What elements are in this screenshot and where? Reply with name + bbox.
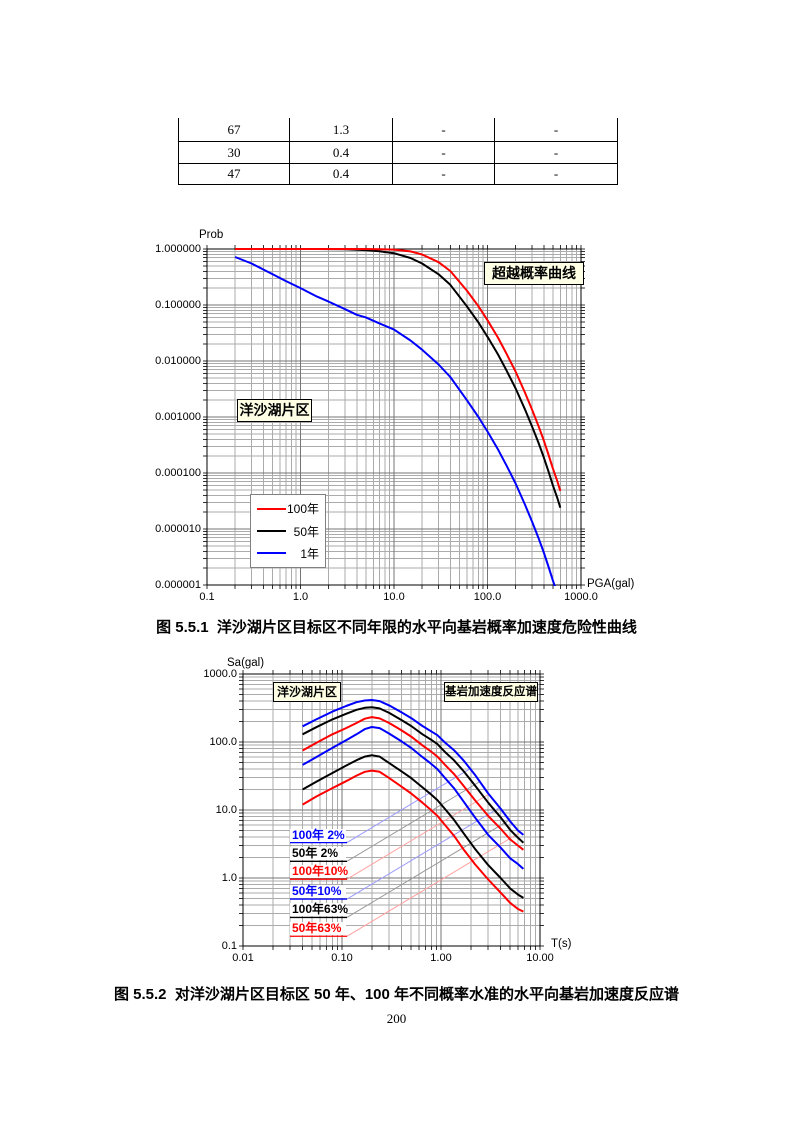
fig1-y-axis-title: Prob bbox=[199, 229, 224, 241]
fig1-y-tick-label: 0.000010 bbox=[155, 523, 201, 535]
fig2-curve-50年 2% bbox=[302, 706, 525, 844]
fig1-x-axis-title: PGA(gal) bbox=[587, 578, 635, 590]
fig2-leader-line bbox=[346, 767, 472, 843]
fig1-annotation-left: 洋沙湖片区 bbox=[237, 399, 312, 422]
fig2-y-axis-title: Sa(gal) bbox=[227, 657, 265, 669]
fig1-curve-1年 bbox=[234, 256, 556, 586]
fig2-leader-line bbox=[346, 831, 522, 937]
fig1-x-tick-label: 10.0 bbox=[383, 591, 405, 603]
fig1-legend-item: 50年 bbox=[251, 523, 325, 540]
table-cell: 67 bbox=[178, 118, 290, 142]
data-table: 67 1.3- -30 0.4- -47 0.4- - bbox=[178, 118, 618, 185]
fig1-annotation-right: 超越概率曲线 bbox=[484, 262, 584, 285]
fig2-curve-50年10% bbox=[302, 726, 525, 870]
fig2-x-tick-label: 0.01 bbox=[232, 952, 254, 964]
fig1-x-tick-label: 1.0 bbox=[292, 591, 309, 603]
fig1-x-tick-label: 100.0 bbox=[473, 591, 502, 603]
fig2-annotation-right: 基岩加速度反应谱 bbox=[444, 682, 538, 702]
fig2-caption: 图 5.5.2 对洋沙湖片区目标区 50 年、100 年不同概率水准的水平向基岩… bbox=[113, 986, 680, 1003]
table-cell: - bbox=[392, 141, 495, 164]
fig2-legend-item: 100年10% bbox=[290, 864, 349, 879]
fig2-curve-100年63% bbox=[302, 754, 524, 899]
legend-line-sample bbox=[257, 507, 286, 510]
fig2-leader-line bbox=[346, 819, 511, 918]
page-number: 200 bbox=[386, 1011, 407, 1026]
fig2-curve-100年 2% bbox=[302, 699, 525, 836]
fig2-curve-100年10% bbox=[302, 716, 525, 851]
fig1-legend: 100年 50年 1年 bbox=[250, 494, 326, 568]
fig1-curve-100年 bbox=[235, 248, 562, 492]
fig2-y-tick-label: 1000.0 bbox=[203, 668, 237, 680]
fig1-x-tick-label: 1000.0 bbox=[564, 591, 598, 603]
table-cell: - bbox=[392, 118, 495, 142]
table-row: 67 1.3- - bbox=[178, 118, 618, 142]
fig1-y-tick-label: 1.000000 bbox=[155, 243, 201, 255]
fig2-x-axis-title: T(s) bbox=[551, 938, 572, 950]
table-cell: 0.4 bbox=[289, 163, 393, 185]
fig2-leader-line bbox=[346, 793, 490, 880]
fig2-x-tick-label: 10.00 bbox=[526, 952, 554, 964]
table-cell: 1.3 bbox=[289, 118, 393, 142]
table-cell: - bbox=[494, 118, 618, 142]
table-cell: - bbox=[494, 141, 618, 164]
fig2-y-tick-label: 0.1 bbox=[221, 940, 237, 952]
fig2-y-tick-label: 1.0 bbox=[221, 872, 237, 884]
table-cell: 30 bbox=[178, 141, 290, 164]
fig2-legend-item: 50年10% bbox=[290, 885, 346, 899]
fig2-legend-item: 50年63% bbox=[290, 922, 346, 936]
fig1-y-tick-label: 0.010000 bbox=[155, 355, 201, 367]
fig1-legend-item: 1年 bbox=[251, 545, 325, 562]
fig2-annotation-left: 洋沙湖片区 bbox=[273, 682, 341, 702]
fig1-x-tick-label: 0.1 bbox=[199, 591, 215, 603]
fig2-x-tick-label: 1.00 bbox=[430, 952, 452, 964]
fig1-y-tick-label: 0.001000 bbox=[155, 411, 201, 423]
fig2-leader-line bbox=[346, 806, 501, 900]
fig2-x-tick-label: 0.10 bbox=[331, 952, 353, 964]
table-cell: 47 bbox=[178, 163, 290, 185]
legend-label: 1年 bbox=[300, 546, 319, 561]
fig2-y-tick-label: 10.0 bbox=[215, 804, 237, 816]
legend-line-sample bbox=[257, 530, 286, 532]
fig2-legend-item: 100年 2% bbox=[290, 827, 346, 842]
fig2-legend-item: 100年63% bbox=[290, 902, 349, 917]
fig1-legend-item: 100年 bbox=[251, 500, 325, 517]
fig1-y-tick-label: 0.100000 bbox=[155, 299, 201, 311]
fig2-y-tick-label: 100.0 bbox=[209, 736, 237, 748]
table-cell: - bbox=[392, 163, 495, 185]
legend-label: 100年 bbox=[286, 502, 319, 517]
fig2-legend-item: 50年 2% bbox=[290, 847, 346, 861]
fig1-caption: 图 5.5.1 洋沙湖片区目标区不同年限的水平向基岩概率加速度危险性曲线 bbox=[156, 619, 637, 636]
fig1-y-tick-label: 0.000001 bbox=[155, 579, 201, 591]
table-row: 47 0.4- - bbox=[178, 163, 618, 185]
table-row: 30 0.4- - bbox=[178, 141, 618, 164]
fig2-border bbox=[242, 673, 541, 947]
table-cell: - bbox=[494, 163, 618, 185]
fig2-curve-50年63% bbox=[302, 769, 524, 913]
fig1-y-tick-label: 0.000100 bbox=[155, 467, 201, 479]
table-cell: 0.4 bbox=[289, 141, 393, 164]
legend-label: 50年 bbox=[293, 524, 319, 539]
legend-line-sample bbox=[257, 552, 286, 555]
